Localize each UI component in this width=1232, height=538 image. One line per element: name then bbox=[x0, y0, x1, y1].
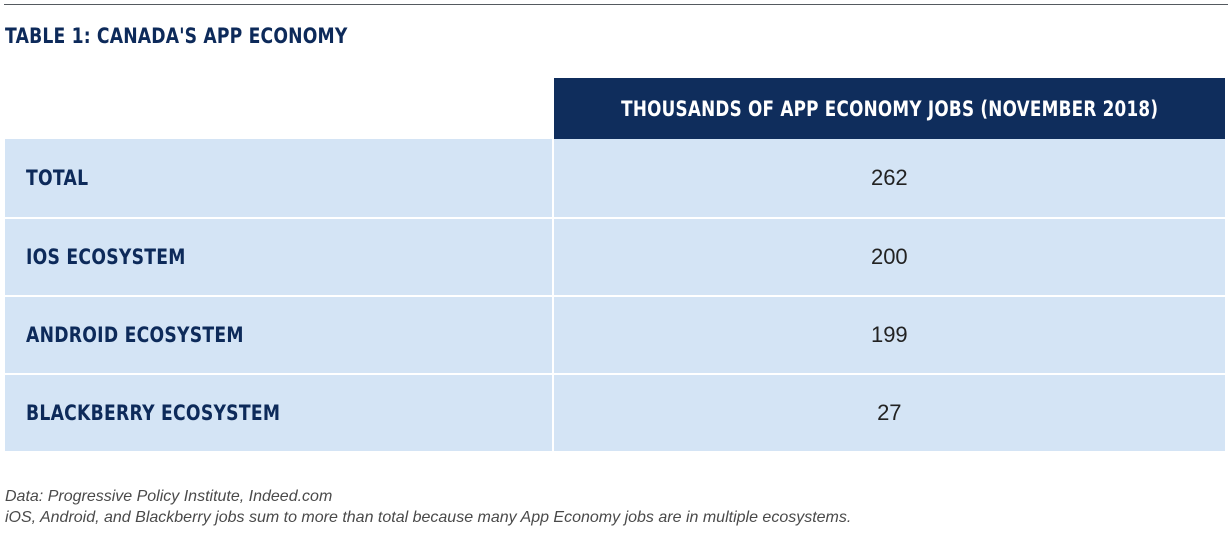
row-label-cell: BLACKBERRY ECOSYSTEM bbox=[5, 373, 552, 451]
empty-corner-cell bbox=[5, 78, 552, 139]
table-row-blackberry: BLACKBERRY ECOSYSTEM 27 bbox=[5, 373, 1225, 451]
column-header-label: THOUSANDS OF APP ECONOMY JOBS (NOVEMBER … bbox=[620, 96, 1158, 121]
footnote: iOS, Android, and Blackberry jobs sum to… bbox=[5, 509, 852, 526]
row-value: 200 bbox=[551, 217, 1225, 295]
table-header-row: THOUSANDS OF APP ECONOMY JOBS (NOVEMBER … bbox=[5, 78, 1225, 139]
row-value: 199 bbox=[551, 295, 1225, 373]
row-label: BLACKBERRY ECOSYSTEM bbox=[26, 401, 281, 425]
app-economy-table: THOUSANDS OF APP ECONOMY JOBS (NOVEMBER … bbox=[5, 78, 1225, 451]
table-row-total: TOTAL 262 bbox=[5, 139, 1225, 217]
top-rule bbox=[4, 4, 1228, 5]
table-notes: Data: Progressive Policy Institute, Inde… bbox=[5, 486, 851, 528]
table-row-android: ANDROID ECOSYSTEM 199 bbox=[5, 295, 1225, 373]
table-row-ios: IOS ECOSYSTEM 200 bbox=[5, 217, 1225, 295]
row-label: ANDROID ECOSYSTEM bbox=[26, 323, 244, 347]
row-label-cell: IOS ECOSYSTEM bbox=[5, 217, 552, 295]
row-value: 262 bbox=[551, 139, 1225, 217]
row-label-cell: ANDROID ECOSYSTEM bbox=[5, 295, 552, 373]
row-label: TOTAL bbox=[26, 166, 89, 190]
row-label-cell: TOTAL bbox=[5, 139, 552, 217]
row-value: 27 bbox=[551, 373, 1225, 451]
row-label: IOS ECOSYSTEM bbox=[26, 245, 186, 269]
table-title: TABLE 1: CANADA'S APP ECONOMY bbox=[5, 24, 348, 48]
source-note: Data: Progressive Policy Institute, Inde… bbox=[5, 488, 333, 505]
column-header-cell: THOUSANDS OF APP ECONOMY JOBS (NOVEMBER … bbox=[551, 78, 1225, 139]
